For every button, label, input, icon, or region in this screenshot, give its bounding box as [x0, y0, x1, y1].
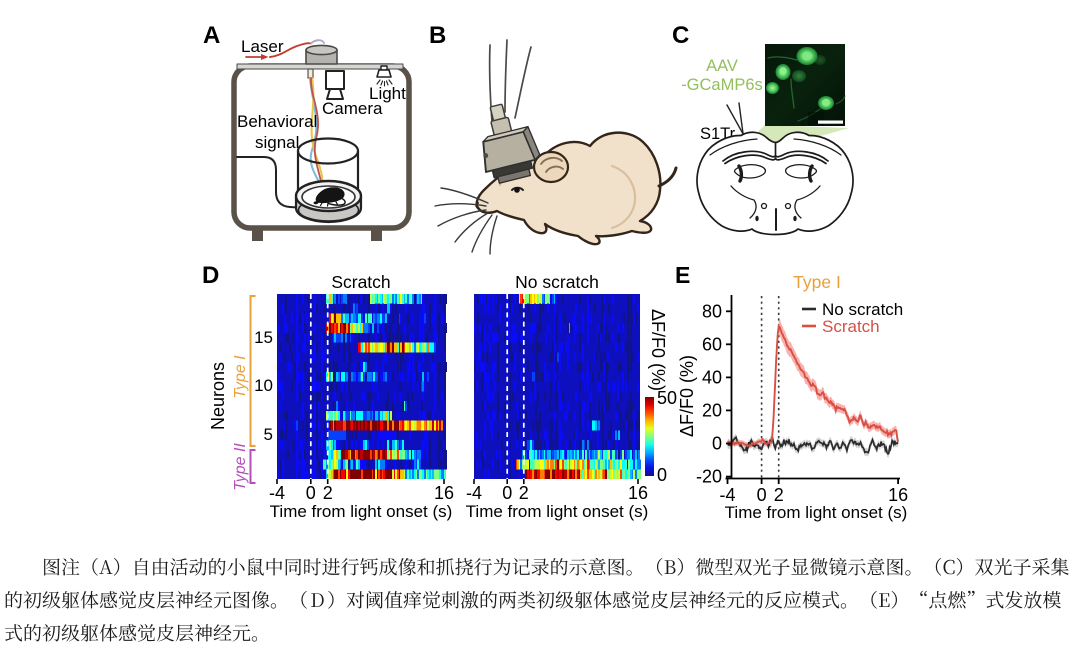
svg-text:0: 0 [757, 485, 767, 505]
svg-text:15: 15 [254, 328, 273, 347]
svg-text:20: 20 [702, 400, 722, 420]
svg-text:50: 50 [657, 388, 677, 408]
svg-text:ΔF/F0 (%): ΔF/F0 (%) [648, 309, 668, 391]
svg-text:Laser: Laser [241, 37, 284, 56]
svg-text:0: 0 [657, 465, 667, 485]
svg-text:Time from light onset (s): Time from light onset (s) [725, 503, 908, 522]
svg-text:0: 0 [712, 434, 722, 454]
svg-text:Type I: Type I [232, 355, 249, 399]
svg-text:B: B [429, 22, 446, 49]
svg-text:-GCaMP6s: -GCaMP6s [681, 76, 763, 94]
svg-text:A: A [203, 22, 220, 49]
svg-text:40: 40 [702, 367, 722, 387]
svg-text:ΔF/F0 (%): ΔF/F0 (%) [677, 355, 697, 437]
svg-text:2: 2 [774, 485, 784, 505]
svg-text:-4: -4 [466, 483, 482, 503]
svg-text:16: 16 [888, 485, 908, 505]
svg-text:80: 80 [702, 301, 722, 321]
svg-text:AAV: AAV [706, 57, 738, 75]
svg-text:-4: -4 [719, 485, 735, 505]
svg-text:Neurons: Neurons [208, 362, 228, 430]
svg-text:Behavioral: Behavioral [237, 112, 317, 131]
svg-text:60: 60 [702, 334, 722, 354]
svg-text:-4: -4 [269, 483, 285, 503]
svg-text:Light: Light [369, 84, 406, 103]
svg-text:Type II: Type II [232, 443, 249, 491]
svg-text:Scratch: Scratch [331, 272, 390, 292]
svg-text:E: E [675, 262, 690, 288]
svg-text:0: 0 [306, 483, 316, 503]
svg-text:Time from light onset (s): Time from light onset (s) [270, 502, 453, 521]
svg-text:2: 2 [323, 483, 333, 503]
svg-text:No scratch: No scratch [515, 272, 599, 292]
svg-text:No scratch: No scratch [822, 300, 903, 319]
svg-text:C: C [672, 22, 689, 49]
svg-text:10: 10 [254, 376, 273, 395]
svg-text:2: 2 [519, 483, 529, 503]
svg-text:Type I: Type I [793, 272, 841, 292]
svg-text:Camera: Camera [322, 99, 383, 118]
svg-text:Scratch: Scratch [822, 317, 880, 336]
svg-text:16: 16 [628, 483, 648, 503]
svg-text:signal: signal [255, 133, 299, 152]
svg-text:-20: -20 [696, 467, 722, 487]
svg-text:0: 0 [502, 483, 512, 503]
svg-text:5: 5 [264, 425, 273, 444]
svg-text:16: 16 [434, 483, 454, 503]
svg-text:D: D [202, 262, 219, 289]
svg-text:Time from light onset (s): Time from light onset (s) [466, 502, 649, 521]
